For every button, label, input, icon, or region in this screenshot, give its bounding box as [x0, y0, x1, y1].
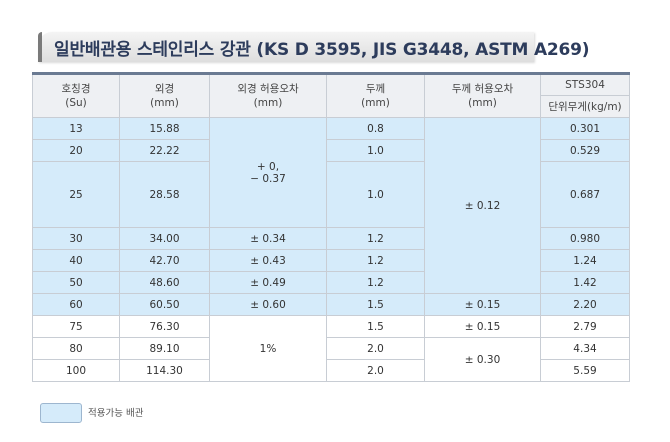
cell-od: 34.00 — [119, 227, 210, 250]
cell-thickness: 1.2 — [326, 249, 425, 272]
header-thickness-tolerance: 두께 허용오차 (mm) — [424, 72, 541, 118]
header-unit-weight: 단위무게(kg/m) — [540, 95, 630, 118]
cell-thickness: 1.5 — [326, 315, 425, 338]
cell-thickness-tolerance-merged-large: ± 0.30 — [424, 337, 541, 382]
cell-thickness-tolerance: ± 0.15 — [424, 293, 541, 316]
cell-od-tolerance: ± 0.60 — [209, 293, 327, 316]
table-row: 30 34.00 ± 0.34 1.2 0.980 — [32, 227, 630, 250]
cell-od-tolerance: ± 0.43 — [209, 249, 327, 272]
cell-od: 48.60 — [119, 271, 210, 294]
cell-od: 89.10 — [119, 337, 210, 360]
cell-nominal: 40 — [32, 249, 120, 272]
cell-od: 114.30 — [119, 359, 210, 382]
table-row: 50 48.60 ± 0.49 1.2 1.42 — [32, 271, 630, 294]
cell-od: 42.70 — [119, 249, 210, 272]
cell-weight: 0.687 — [540, 161, 630, 228]
header-od-tolerance: 외경 허용오차 (mm) — [209, 72, 327, 118]
cell-weight: 1.42 — [540, 271, 630, 294]
cell-weight: 0.301 — [540, 117, 630, 140]
cell-nominal: 80 — [32, 337, 120, 360]
table-row: 25 28.58 1.0 0.687 — [32, 161, 630, 228]
cell-weight: 0.529 — [540, 139, 630, 162]
cell-od-tolerance: ± 0.49 — [209, 271, 327, 294]
table-row: 13 15.88 + 0, − 0.37 0.8 ± 0.12 0.301 — [32, 117, 630, 294]
table-row: 80 89.10 2.0 ± 0.30 4.34 — [32, 337, 630, 382]
cell-weight: 2.20 — [540, 293, 630, 316]
cell-thickness: 2.0 — [326, 337, 425, 360]
cell-od-tolerance: ± 0.34 — [209, 227, 327, 250]
cell-od: 76.30 — [119, 315, 210, 338]
cell-od: 15.88 — [119, 117, 210, 140]
cell-nominal: 60 — [32, 293, 120, 316]
cell-thickness: 1.0 — [326, 139, 425, 162]
cell-weight: 0.980 — [540, 227, 630, 250]
cell-thickness: 2.0 — [326, 359, 425, 382]
cell-thickness: 1.2 — [326, 227, 425, 250]
cell-od: 60.50 — [119, 293, 210, 316]
header-thickness: 두께 (mm) — [326, 72, 425, 118]
legend-swatch — [40, 403, 82, 423]
cell-thickness: 0.8 — [326, 117, 425, 140]
header-nominal-size: 호칭경 (Su) — [32, 72, 120, 118]
table-row: 75 76.30 1% 1.5 ± 0.15 2.79 — [32, 315, 630, 382]
table-row: 20 22.22 1.0 0.529 — [32, 139, 630, 162]
cell-nominal: 75 — [32, 315, 120, 338]
table-row: 100 114.30 2.0 5.59 — [32, 359, 630, 382]
cell-thickness-tolerance: ± 0.15 — [424, 315, 541, 338]
cell-nominal: 30 — [32, 227, 120, 250]
cell-thickness-tolerance-merged: ± 0.12 — [424, 117, 541, 294]
cell-od: 28.58 — [119, 161, 210, 228]
cell-od-tolerance-merged-large: 1% — [209, 315, 327, 382]
cell-thickness: 1.5 — [326, 293, 425, 316]
cell-thickness: 1.0 — [326, 161, 425, 228]
page-title: 일반배관용 스테인리스 강관 (KS D 3595, JIS G3448, AS… — [54, 40, 590, 60]
cell-nominal: 13 — [32, 117, 120, 140]
cell-thickness: 1.2 — [326, 271, 425, 294]
stainless-pipe-spec-table: 호칭경 (Su) 외경 (mm) 외경 허용오차 (mm) 두께 (mm) 두께 허용오… — [32, 72, 630, 382]
header-material: STS304 — [540, 72, 630, 96]
cell-nominal: 50 — [32, 271, 120, 294]
cell-weight: 2.79 — [540, 315, 630, 338]
table-row: 40 42.70 ± 0.43 1.2 1.24 — [32, 249, 630, 272]
cell-nominal: 25 — [32, 161, 120, 228]
header-outer-diameter: 외경 (mm) — [119, 72, 210, 118]
cell-weight: 5.59 — [540, 359, 630, 382]
cell-nominal: 20 — [32, 139, 120, 162]
table-row: 60 60.50 ± 0.60 1.5 ± 0.15 2.20 — [32, 293, 630, 316]
title-accent-bar — [38, 32, 42, 62]
page-title-tab: 일반배관용 스테인리스 강관 (KS D 3595, JIS G3448, AS… — [38, 32, 590, 62]
legend-label: 적용가능 배관 — [88, 408, 144, 419]
cell-weight: 1.24 — [540, 249, 630, 272]
cell-weight: 4.34 — [540, 337, 630, 360]
cell-nominal: 100 — [32, 359, 120, 382]
cell-od: 22.22 — [119, 139, 210, 162]
cell-od-tolerance-merged: + 0, − 0.37 — [209, 117, 327, 228]
